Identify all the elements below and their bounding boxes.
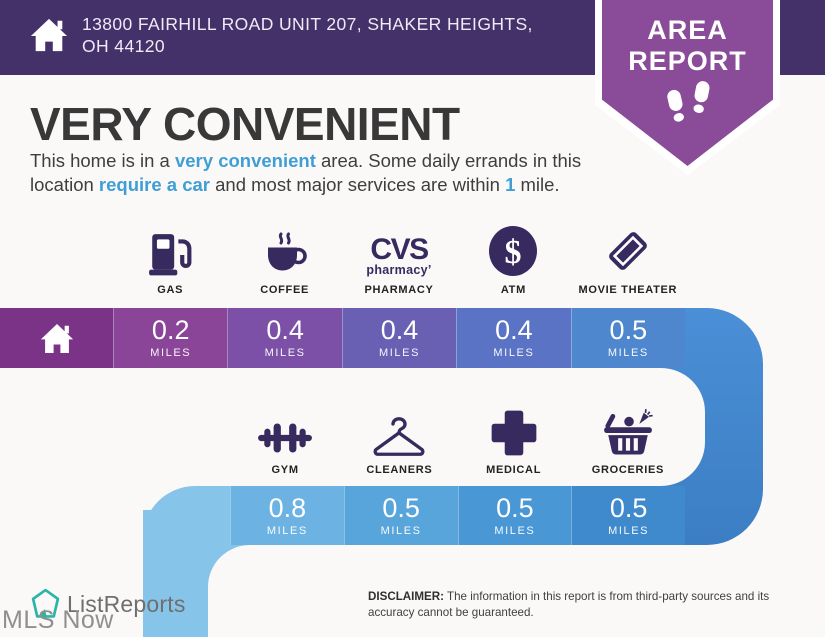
distance-value: 0.5	[609, 492, 648, 523]
distance-unit: MILES	[379, 347, 421, 359]
distance-value: 0.4	[266, 315, 304, 345]
distance-segment-gas: 0.2 MILES	[113, 308, 228, 368]
badge-line2: REPORT	[628, 45, 747, 76]
desc-text: and most major services are within	[209, 174, 506, 196]
amenity-gym: GYM	[228, 396, 342, 476]
hanger-icon	[372, 397, 426, 457]
desc-text: mile.	[515, 174, 560, 196]
page-title: VERY CONVENIENT	[30, 98, 460, 150]
disclaimer: DISCLAIMER: The information in this repo…	[368, 589, 803, 621]
badge-line1: AREA	[647, 15, 728, 45]
distance-unit: MILES	[493, 347, 535, 359]
desc-highlight-convenient: very convenient	[174, 150, 316, 171]
amenity-label: CLEANERS	[366, 464, 433, 476]
desc-text: This home is in a	[30, 150, 175, 171]
footer: ListReports MLS Now DISCLAIMER: The info…	[0, 580, 825, 637]
amenity-pharmacy: CVS pharmacy’ PHARMACY	[342, 216, 456, 297]
distance-value: 0.8	[268, 492, 307, 523]
distance-bar-1: 0.2 MILES 0.4 MILES 0.4 MILES 0.4 MILES …	[0, 308, 686, 368]
middle-panel	[0, 368, 705, 486]
desc-text: area. Some daily errands in this locatio…	[30, 150, 582, 196]
distance-segment-groceries: 0.5 MILES	[571, 486, 685, 545]
amenity-label: PHARMACY	[364, 284, 434, 296]
dollar-circle-icon: $	[487, 217, 539, 277]
dumbbell-icon	[256, 397, 314, 457]
amenity-medical: MEDICAL	[457, 396, 571, 476]
disclaimer-text: The information in this report is from t…	[368, 590, 770, 620]
amenity-atm: $ ATM	[456, 216, 570, 296]
mls-watermark: MLS Now	[2, 606, 114, 634]
distance-unit: MILES	[494, 524, 536, 537]
home-icon	[40, 323, 73, 353]
distance-segment-pharmacy: 0.4 MILES	[341, 308, 457, 368]
amenity-label: GROCERIES	[591, 464, 665, 476]
distance-unit: MILES	[264, 347, 306, 359]
desc-highlight-mile: 1	[505, 174, 516, 196]
footprints-icon	[660, 81, 716, 138]
distance-value: 0.4	[380, 315, 419, 345]
listreports-brand: ListReports	[67, 591, 186, 617]
distance-value: 0.4	[495, 315, 533, 345]
amenity-label: MEDICAL	[486, 464, 542, 476]
distance-unit: MILES	[266, 524, 308, 537]
amenity-label: GAS	[157, 284, 184, 296]
area-report-badge: AREA REPORT	[595, 0, 780, 175]
svg-text:$: $	[505, 234, 522, 271]
disclaimer-label: DISCLAIMER:	[368, 590, 444, 603]
amenity-movie-theater: MOVIE THEATER	[571, 216, 685, 296]
amenities-row-1: GAS COFFEE CVS pharmacy’ PHARMACY	[113, 216, 685, 296]
distance-segment-cleaners: 0.5 MILES	[343, 486, 458, 545]
amenity-groceries: GROCERIES	[571, 396, 685, 476]
distance-bar-2: 0.8 MILES 0.5 MILES 0.5 MILES 0.5 MILES	[143, 486, 685, 545]
distance-value: 0.5	[382, 492, 420, 523]
listreports-logo-icon	[30, 588, 61, 624]
amenity-label: MOVIE THEATER	[578, 284, 678, 296]
property-address: 13800 FAIRHILL ROAD UNIT 207, SHAKER HEI…	[82, 14, 533, 56]
desc-highlight-car: require a car	[98, 174, 210, 196]
distance-segment-atm: 0.4 MILES	[456, 308, 571, 368]
amenity-label: COFFEE	[260, 284, 310, 296]
distance-segment-coffee: 0.4 MILES	[227, 308, 342, 368]
coffee-cup-icon	[261, 217, 309, 277]
amenity-coffee: COFFEE	[227, 216, 341, 296]
cvs-pharmacy-logo: CVS pharmacy’	[366, 233, 432, 278]
distance-segment-medical: 0.5 MILES	[457, 486, 572, 545]
home-marker	[0, 308, 113, 368]
distance-unit: MILES	[608, 524, 650, 537]
medical-cross-icon	[490, 397, 538, 457]
ticket-icon	[602, 217, 654, 277]
distance-value: 0.5	[609, 315, 648, 345]
amenity-label: ATM	[500, 284, 526, 296]
amenities-row-2: GYM CLEANERS MEDICAL	[228, 396, 685, 476]
bar2-elbow	[143, 486, 230, 545]
amenity-label: GYM	[271, 464, 299, 476]
distance-value: 0.5	[496, 492, 534, 523]
distance-unit: MILES	[607, 347, 649, 359]
home-icon	[30, 17, 68, 58]
amenity-cleaners: CLEANERS	[342, 396, 456, 476]
distance-segment-movie: 0.5 MILES	[570, 308, 686, 368]
distance-unit: MILES	[380, 524, 422, 537]
grocery-basket-icon	[601, 397, 655, 457]
distance-unit: MILES	[150, 347, 192, 359]
distance-segment-gym: 0.8 MILES	[230, 486, 344, 545]
description: This home is in a very convenient area. …	[30, 149, 615, 198]
corner-cover	[208, 545, 528, 637]
gas-pump-icon	[147, 217, 193, 277]
amenity-gas: GAS	[113, 216, 227, 296]
distance-value: 0.2	[151, 315, 190, 345]
